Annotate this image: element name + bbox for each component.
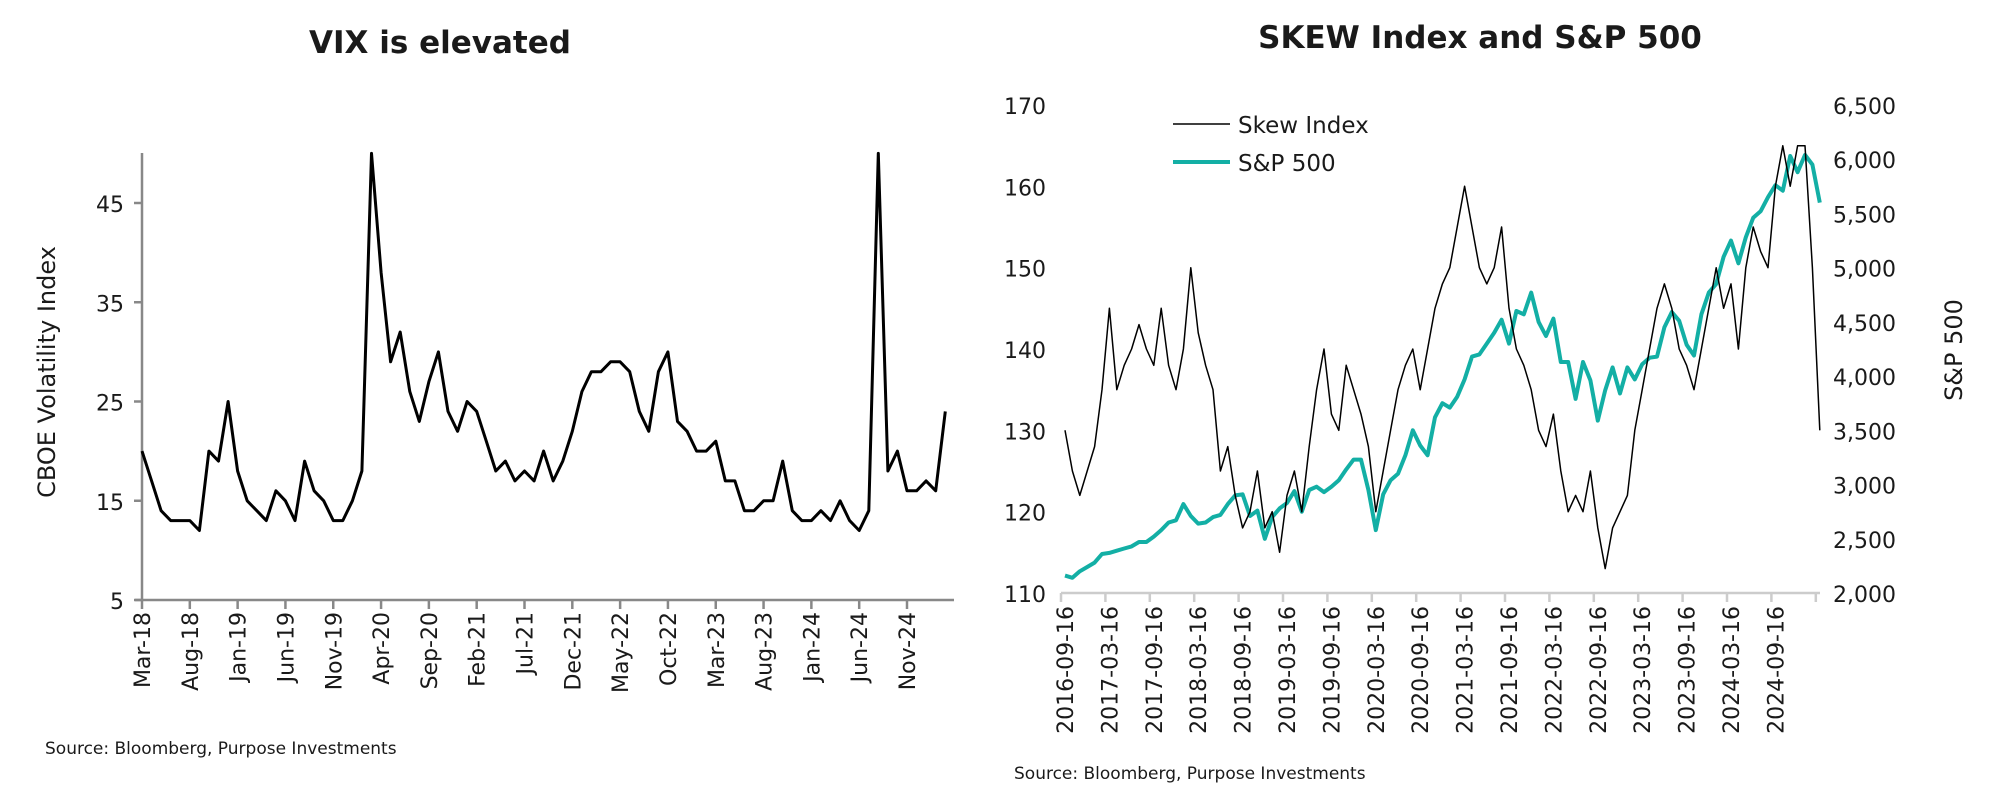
skew-x-tick-label: 2021-03-16 <box>1454 606 1479 734</box>
skew-right-tick-label: 3,500 <box>1833 420 1896 445</box>
vix-x-tick-label: Oct-22 <box>657 612 682 686</box>
skew-x-tick-label: 2022-03-16 <box>1542 606 1567 734</box>
skew-right-tick-label: 4,500 <box>1833 312 1896 337</box>
vix-x-tick-label: Aug-23 <box>753 612 778 691</box>
skew-left-tick-label: 130 <box>1004 420 1046 445</box>
skew-x-tick-label: 2023-03-16 <box>1631 606 1656 734</box>
skew-right-axis-label: S&P 500 <box>1940 299 1968 401</box>
skew-right-tick-label: 2,000 <box>1833 583 1896 608</box>
legend-skew-label: Skew Index <box>1238 113 1369 139</box>
skew-left-tick-label: 110 <box>1004 583 1046 608</box>
vix-x-tick-label: Mar-23 <box>705 612 730 688</box>
vix-series-line <box>140 151 947 532</box>
skew-x-tick-label: 2022-09-16 <box>1587 606 1612 734</box>
vix-x-tick-label: Jan-19 <box>227 612 252 684</box>
skew-x-tick-label: 2020-09-16 <box>1409 606 1434 734</box>
vix-y-tick-label: 5 <box>110 590 124 615</box>
skew-right-tick-label: 3,000 <box>1833 475 1896 500</box>
skew-x-tick-label: 2019-03-16 <box>1276 606 1301 734</box>
vix-y-tick-label: 15 <box>96 491 124 516</box>
vix-x-tick-label: Jan-24 <box>800 612 825 684</box>
skew-right-tick-label: 2,500 <box>1833 529 1896 554</box>
vix-x-tick-label: Jun-19 <box>274 612 299 684</box>
vix-x-tick-label: Sep-20 <box>418 612 443 689</box>
skew-right-tick-label: 5,500 <box>1833 203 1896 228</box>
skew-right-tick-label: 5,000 <box>1833 258 1896 283</box>
skew-right-tick-label: 6,500 <box>1833 95 1896 120</box>
vix-y-tick-label: 45 <box>96 193 124 218</box>
skew-left-tick-label: 140 <box>1004 339 1046 364</box>
skew-right-tick-label: 6,000 <box>1833 149 1896 174</box>
vix-chart-title: VIX is elevated <box>309 25 571 61</box>
sp500-series-line <box>1064 152 1822 580</box>
skew-left-tick-label: 160 <box>1004 176 1046 201</box>
skew-x-tick-label: 2018-03-16 <box>1187 606 1212 734</box>
skew-left-tick-label: 120 <box>1004 502 1046 527</box>
skew-chart: SKEW Index and S&P 500 110 120 130 140 150 16… <box>1004 20 1968 784</box>
skew-x-tick-label: 2016-09-16 <box>1054 606 1079 734</box>
skew-source-note: Source: Bloomberg, Purpose Investments <box>1014 764 1366 784</box>
skew-x-tick-label: 2020-03-16 <box>1365 606 1390 734</box>
skew-left-tick-label: 150 <box>1004 258 1046 283</box>
skew-x-tick-label: 2024-03-16 <box>1720 606 1745 734</box>
skew-x-tick-label: 2017-09-16 <box>1143 606 1168 734</box>
vix-x-tick-label: Nov-19 <box>322 612 347 690</box>
skew-left-tick-label: 170 <box>1004 95 1046 120</box>
vix-x-tick-label: Aug-18 <box>179 612 204 691</box>
skew-legend: Skew Index S&P 500 <box>1173 113 1369 177</box>
vix-x-tick-label: Apr-20 <box>370 612 395 685</box>
vix-chart: VIX is elevated CBOE Volatility Index 5 1… <box>33 25 954 759</box>
vix-source-note: Source: Bloomberg, Purpose Investments <box>45 739 397 759</box>
skew-right-tick-label: 4,000 <box>1833 366 1896 391</box>
skew-chart-title: SKEW Index and S&P 500 <box>1258 20 1702 56</box>
legend-sp500-label: S&P 500 <box>1238 151 1336 177</box>
vix-x-tick-label: Mar-18 <box>131 612 156 688</box>
vix-x-tick-label: May-22 <box>609 612 634 693</box>
vix-x-tick-label: Feb-21 <box>466 612 491 687</box>
vix-y-axis-label: CBOE Volatility Index <box>33 246 61 498</box>
skew-series-line <box>1064 144 1821 570</box>
vix-x-tick-label: Nov-24 <box>896 612 921 690</box>
skew-x-tick-label: 2024-09-16 <box>1764 606 1789 734</box>
skew-x-tick-label: 2017-03-16 <box>1098 606 1123 734</box>
skew-x-tick-label: 2018-09-16 <box>1232 606 1257 734</box>
vix-x-tick-label: Dec-21 <box>561 612 586 691</box>
vix-x-tick-label: Jul-21 <box>514 612 539 676</box>
skew-x-tick-label: 2023-09-16 <box>1676 606 1701 734</box>
vix-y-tick-label: 35 <box>96 292 124 317</box>
vix-x-tick-label: Jun-24 <box>848 612 873 684</box>
vix-y-tick-label: 25 <box>96 392 124 417</box>
skew-x-tick-label: 2019-09-16 <box>1320 606 1345 734</box>
skew-x-tick-label: 2021-09-16 <box>1498 606 1523 734</box>
